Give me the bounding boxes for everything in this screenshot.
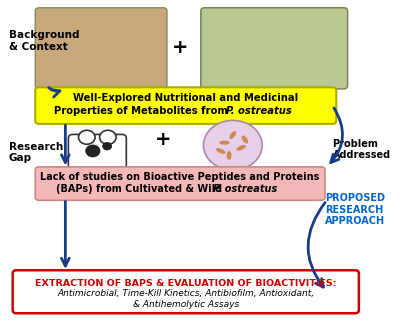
Text: Dental Carries: Dental Carries	[66, 184, 128, 193]
Text: EXTRACTION OF BAPS & EVALUATION OF BIOACTIVITIES:: EXTRACTION OF BAPS & EVALUATION OF BIOAC…	[35, 280, 336, 289]
FancyBboxPatch shape	[35, 8, 167, 89]
Ellipse shape	[230, 131, 236, 139]
FancyBboxPatch shape	[35, 87, 336, 124]
Text: PROPOSED
RESEARCH
APPROACH: PROPOSED RESEARCH APPROACH	[325, 193, 385, 226]
Circle shape	[85, 144, 100, 157]
Text: +: +	[155, 130, 172, 149]
FancyBboxPatch shape	[35, 167, 325, 200]
Circle shape	[102, 142, 112, 150]
Text: Antimicrobial, Time-Kill Kinetics, Antibiofilm, Antioxidant,: Antimicrobial, Time-Kill Kinetics, Antib…	[57, 289, 314, 298]
FancyBboxPatch shape	[68, 134, 126, 183]
Text: P. ostreatus: P. ostreatus	[213, 184, 277, 194]
Circle shape	[78, 130, 95, 144]
Text: Background
& Context: Background & Context	[9, 30, 80, 52]
Ellipse shape	[236, 145, 246, 151]
Text: (BAPs) from Cultivated & Wild: (BAPs) from Cultivated & Wild	[56, 184, 225, 194]
Text: P. ostreatus (cultivated): P. ostreatus (cultivated)	[54, 94, 148, 103]
Text: Properties of Metabolites from: Properties of Metabolites from	[54, 106, 231, 116]
Text: Antimicrobial
resistance: Antimicrobial resistance	[204, 176, 261, 195]
Ellipse shape	[216, 148, 226, 154]
Text: Lack of studies on Bioactive Peptides and Proteins: Lack of studies on Bioactive Peptides an…	[40, 172, 320, 182]
Ellipse shape	[219, 141, 230, 145]
Ellipse shape	[242, 135, 248, 143]
Text: P. ostreatus (wild): P. ostreatus (wild)	[239, 94, 310, 103]
Text: Problem
Addressed: Problem Addressed	[332, 139, 391, 160]
Circle shape	[100, 130, 116, 144]
Text: & Antihemolytic Assays: & Antihemolytic Assays	[133, 300, 239, 309]
Text: P. ostreatus: P. ostreatus	[226, 106, 292, 116]
Ellipse shape	[227, 151, 232, 160]
Circle shape	[204, 120, 262, 170]
Text: Well-Explored Nutritional and Medicinal: Well-Explored Nutritional and Medicinal	[73, 93, 298, 103]
FancyBboxPatch shape	[13, 270, 359, 313]
Text: +: +	[172, 38, 188, 57]
FancyBboxPatch shape	[201, 8, 348, 89]
Text: Research
Gap: Research Gap	[9, 142, 63, 163]
